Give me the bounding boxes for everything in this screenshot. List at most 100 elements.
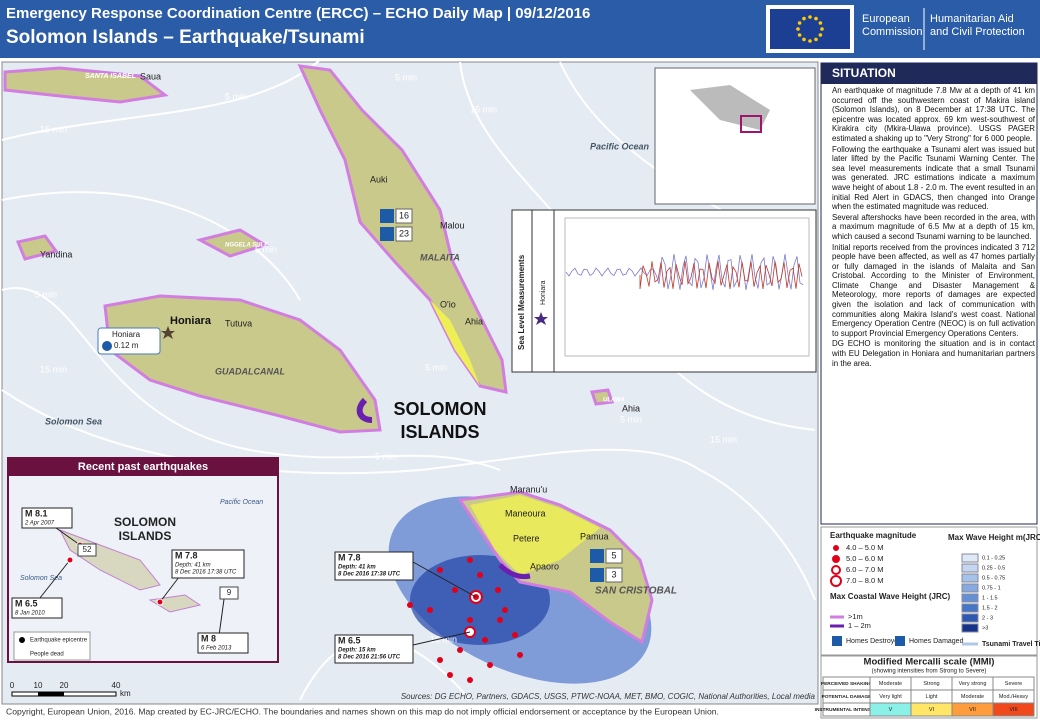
inset-title: Recent past earthquakes <box>78 461 208 473</box>
logo-text: European <box>862 13 910 25</box>
legend-mag <box>831 565 841 575</box>
inset-box <box>11 597 63 619</box>
home-count-box <box>605 567 623 583</box>
situation-header <box>821 63 1037 84</box>
bullets: An earthquake of magnitude 7.8 Mw at a d… <box>823 86 1035 368</box>
map-label: 15 min <box>470 104 497 114</box>
logo-text: Humanitarian Aid <box>930 13 1014 25</box>
label: 52 <box>83 545 92 554</box>
label: 8 Jan 2010 <box>15 611 45 617</box>
map-label: SOLOMON <box>394 399 487 419</box>
map-label: 5 min <box>375 451 397 461</box>
label: M 8 <box>201 633 216 643</box>
scale-label: 10 <box>34 681 43 690</box>
label: 6 Feb 2013 <box>201 646 232 652</box>
legend-epi <box>19 637 25 643</box>
label: Light <box>926 694 938 700</box>
map-label: ISLANDS <box>400 422 479 442</box>
label: Homes Damaged <box>909 638 964 645</box>
label: Severe <box>1005 681 1022 687</box>
travel-time-line <box>1 287 501 471</box>
label: People dead <box>30 652 64 658</box>
home-icon <box>380 209 394 223</box>
map-label: O'io <box>440 299 456 309</box>
legend-home <box>895 636 905 646</box>
label: Very strong <box>959 681 987 687</box>
aftershock <box>495 587 501 593</box>
label: 8 Dec 2016 17:38 UTC <box>175 570 237 576</box>
travel-time-line <box>1 59 321 141</box>
label: 8 Dec 2016 17:38 UTC <box>338 572 401 578</box>
header-title: Emergency Response Coordination Centre (… <box>6 5 590 22</box>
scale-bar <box>38 692 64 696</box>
label: >3 <box>982 625 988 631</box>
label: 1 – 2m <box>848 621 871 630</box>
home-count: 5 <box>611 550 616 560</box>
logo-text: and Civil Protection <box>930 26 1025 38</box>
aftershock <box>487 662 493 668</box>
sea-level-plot <box>564 217 810 357</box>
header-subtitle: Solomon Islands – Earthquake/Tsunami <box>6 27 365 48</box>
legend-frame <box>820 526 1038 656</box>
label: 4.0 – 5.0 M <box>846 543 884 552</box>
inset-epicentre <box>156 598 164 606</box>
label: Depth: 41 km <box>338 565 376 571</box>
situation-frame <box>820 62 1038 525</box>
label: Depth: 15 km <box>338 648 376 654</box>
label: VI <box>929 707 935 713</box>
map-label: 15 min <box>710 434 737 444</box>
aftershock <box>517 652 523 658</box>
mmi-cell <box>992 702 1035 717</box>
aftershock <box>477 572 483 578</box>
legend-wave <box>961 573 979 583</box>
capital-star <box>161 326 175 339</box>
map-label: 15 min <box>40 124 67 134</box>
map-label: 5 min <box>255 244 277 254</box>
label: 2 - 3 <box>982 615 993 621</box>
map-label: 5 min <box>395 72 417 82</box>
label: Max Coastal Wave Height (JRC) <box>830 592 951 601</box>
situation-heading: SITUATION <box>832 66 896 80</box>
label: INSTRUMENTAL INTENSITY <box>815 707 880 713</box>
island <box>195 228 269 258</box>
map-label: Tutuva <box>225 318 252 328</box>
label: Very light <box>879 694 902 700</box>
map-label: MALAITA <box>420 252 460 262</box>
home-count-box <box>605 548 623 564</box>
label: M 6.5 <box>15 598 38 608</box>
scale-label: 20 <box>60 681 69 690</box>
coastal-wave-purple <box>498 563 531 580</box>
map-label: 5 min <box>225 91 247 101</box>
home-icon <box>590 549 604 563</box>
dead-box <box>77 543 97 557</box>
map-label: SANTA ISABEL <box>85 73 136 80</box>
map-label: Maranu'u <box>510 484 547 494</box>
map-label: 5 min <box>620 414 642 424</box>
aftershock <box>407 602 413 608</box>
map-label: Yandina <box>40 249 72 259</box>
eu-star <box>818 33 823 37</box>
eu-star <box>820 27 824 31</box>
map-label: 15 min <box>430 634 457 644</box>
scale-label: 0 <box>10 681 15 690</box>
label: M 6.5 <box>338 635 361 645</box>
label: VIII <box>1009 707 1018 713</box>
inset-box <box>197 632 249 654</box>
eu-flag-blue <box>770 9 850 49</box>
label: Moderate <box>879 681 902 687</box>
aftershock <box>512 632 518 638</box>
sea-level-trace <box>565 253 804 291</box>
eu-star <box>814 37 818 42</box>
map-label: Pamua <box>580 531 609 541</box>
aftershock <box>467 557 473 563</box>
inset-legend <box>13 631 91 661</box>
bullet: Initial reports received from the provin… <box>832 243 1035 339</box>
eu-star <box>802 37 806 42</box>
label: Mod./Heavy <box>999 694 1029 700</box>
label: VII <box>969 707 976 713</box>
eu-star <box>797 21 802 25</box>
label: 5.0 – 6.0 M <box>846 554 884 563</box>
legend-wave <box>961 583 979 593</box>
label: Earthquake magnitude <box>830 531 917 540</box>
